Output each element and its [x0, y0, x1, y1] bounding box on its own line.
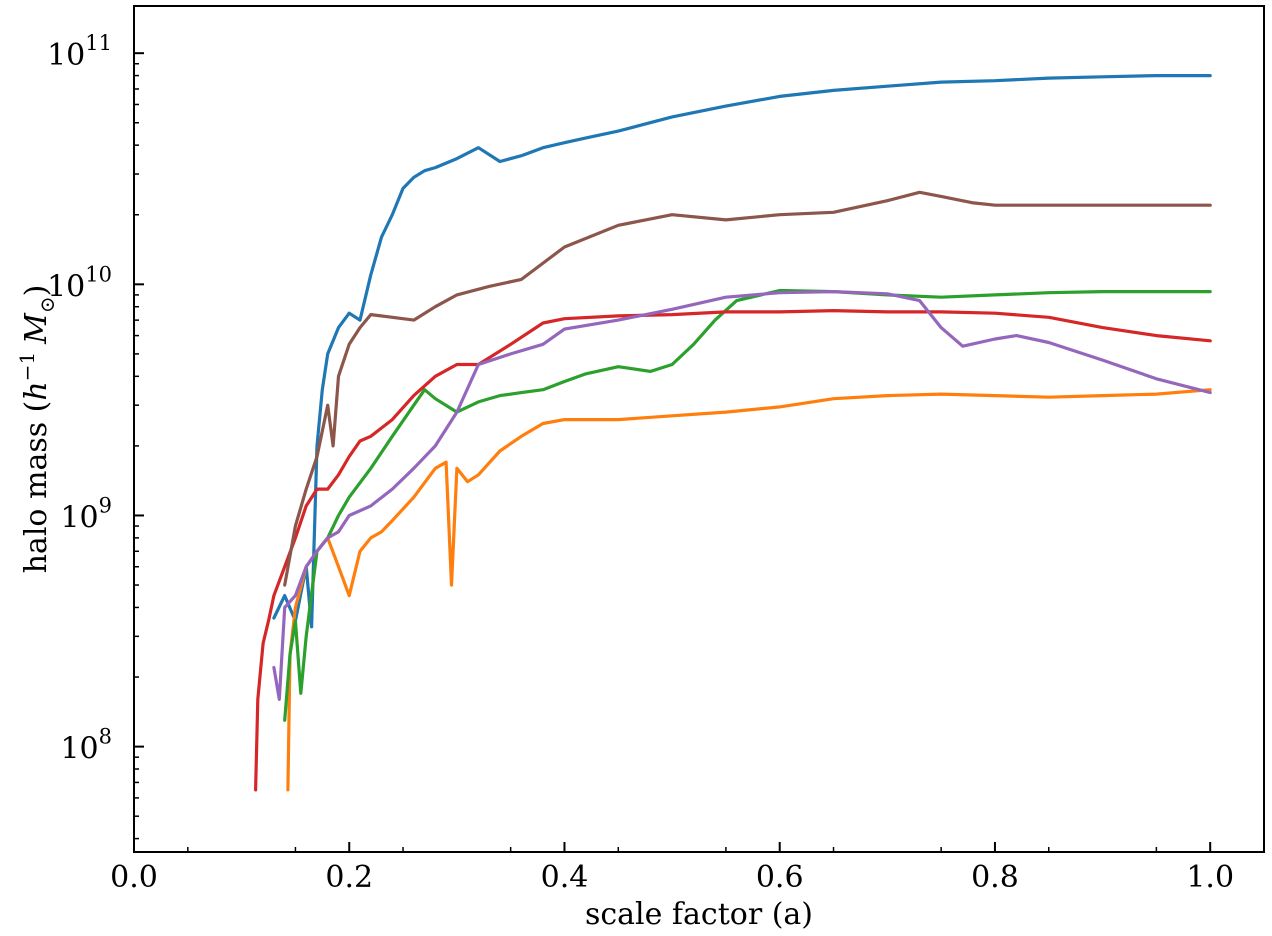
- y-tick-label: 1010: [47, 262, 112, 304]
- x-tick-label: 0.6: [756, 860, 804, 895]
- x-tick-label: 0.2: [325, 860, 373, 895]
- x-tick-label: 0.8: [971, 860, 1019, 895]
- x-axis: 0.0 0.2 0.4 0.6 0.8 1.0: [110, 842, 1265, 895]
- x-tick-label: 0.4: [541, 860, 589, 895]
- y-tick-label: 109: [60, 493, 112, 535]
- series-layer: [254, 74, 1212, 792]
- y-axis: 108 109 1010 1011: [47, 31, 144, 840]
- series-line-6: [283, 190, 1212, 587]
- plot-frame: [133, 5, 1265, 853]
- series-line-5: [272, 290, 1212, 701]
- series-line-1: [272, 74, 1212, 629]
- series-line-3: [283, 288, 1212, 722]
- series-line-2: [286, 388, 1212, 792]
- y-axis-label: halo mass (h−1M⊙): [15, 285, 59, 574]
- x-axis-label: scale factor (a): [585, 897, 813, 932]
- series-line-4: [254, 309, 1212, 792]
- y-tick-label: 1011: [47, 31, 112, 73]
- y-tick-label: 108: [60, 725, 112, 767]
- x-tick-label: 0.0: [110, 860, 158, 895]
- x-tick-label: 1.0: [1186, 860, 1234, 895]
